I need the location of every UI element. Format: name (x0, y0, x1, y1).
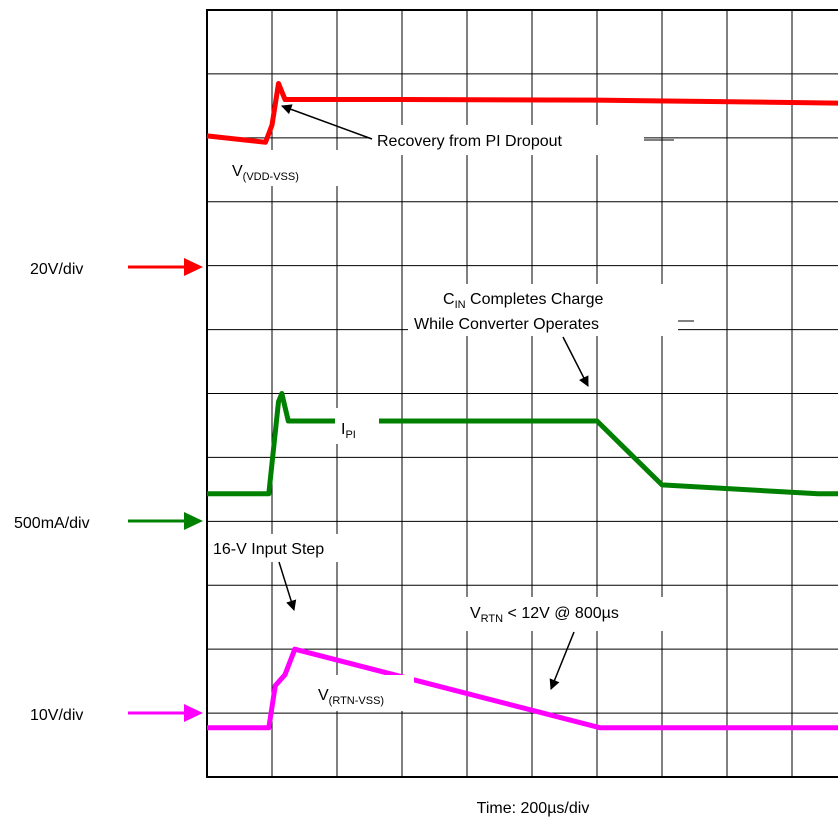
annotation-recovery: Recovery from PI Dropout (281, 104, 674, 155)
annotation-input-step-text: 16-V Input Step (213, 541, 324, 558)
trace-label-ipi: IPI (335, 408, 379, 444)
scale-label-10v: 10V/div (30, 707, 83, 724)
trace-label-vdd-main: V (232, 163, 243, 180)
annotation-vrtn-rest: < 12V @ 800µs (503, 605, 619, 622)
trace-label-rtn: V(RTN-VSS) (314, 675, 414, 711)
scale-label-500ma: 500mA/div (14, 515, 90, 532)
annotation-recovery-box (370, 125, 644, 155)
trace-ipi (207, 391, 838, 497)
svg-text:V(VDD-VSS): V(VDD-VSS) (232, 163, 299, 183)
trace-label-rtn-main: V (318, 687, 329, 704)
annotation-cin-arrow (562, 336, 589, 387)
trace-vdd-vss (206, 81, 838, 145)
annotation-input-step-arrow (278, 561, 297, 612)
annotation-vrtn-box (466, 597, 688, 631)
annotation-cin-sub: IN (455, 299, 466, 311)
annotation-vrtn-arrow (549, 631, 575, 690)
annotation-vrtn: VRTN < 12V @ 800µs (466, 597, 688, 690)
annotation-recovery-arrow (281, 104, 373, 140)
trace-label-vdd-sub: (VDD-VSS) (243, 171, 299, 183)
annotation-input-step-box (209, 534, 363, 562)
plot-frame (206, 9, 838, 778)
svg-text:CIN Completes Charge: CIN Completes Charge (443, 291, 604, 311)
scale-indicator-voltage-rtn: 10V/div (30, 704, 203, 724)
trace-rtn-vss (207, 646, 838, 731)
scale-arrowhead-magenta (184, 704, 203, 722)
scale-arrowhead-green (184, 512, 203, 530)
svg-text:VRTN < 12V @ 800µs: VRTN < 12V @ 800µs (470, 605, 619, 625)
trace-label-ipi-box (335, 408, 379, 444)
scale-indicator-current: 500mA/div (14, 512, 203, 532)
annotation-cin-line2: While Converter Operates (414, 316, 599, 333)
annotation-cin-box (408, 284, 678, 336)
trace-label-ipi-main: I (341, 421, 345, 438)
trace-label-rtn-sub: (RTN-VSS) (329, 695, 384, 707)
trace-label-ipi-sub: PI (345, 429, 355, 441)
scale-label-20v: 20V/div (30, 261, 83, 278)
svg-text:IPI: IPI (341, 421, 356, 441)
trace-label-vdd: V(VDD-VSS) (228, 150, 338, 186)
annotation-recovery-text: Recovery from PI Dropout (377, 133, 563, 150)
trace-label-rtn-box (314, 675, 414, 711)
scale-arrowhead-red (184, 258, 203, 276)
svg-text:V(RTN-VSS): V(RTN-VSS) (318, 687, 384, 707)
trace-label-vdd-box (228, 150, 338, 186)
x-axis-label: Time: 200µs/div (477, 800, 590, 817)
annotation-cin-main: C (443, 291, 455, 308)
annotation-vrtn-sub: RTN (481, 613, 503, 625)
waveform-traces (206, 81, 838, 731)
annotation-cin-rest: Completes Charge (466, 291, 604, 308)
annotation-input-step: 16-V Input Step (209, 534, 363, 612)
annotation-vrtn-main: V (470, 605, 481, 622)
scale-indicator-voltage-vdd: 20V/div (30, 258, 203, 278)
annotation-cin: CIN Completes Charge While Converter Ope… (408, 284, 694, 387)
